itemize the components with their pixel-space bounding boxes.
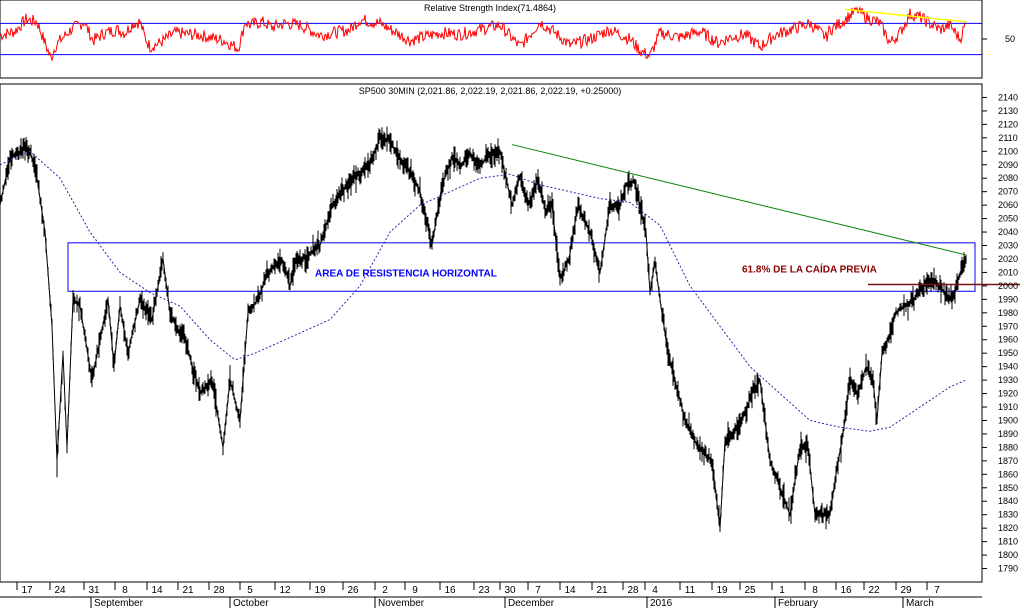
price-y-tick-label-9: 1880 [998, 442, 1018, 452]
x-tick-label-15: 30 [504, 585, 516, 596]
price-y-tick-label-19: 1980 [998, 308, 1018, 318]
price-y-tick-label-34: 2130 [998, 106, 1018, 116]
price-series [0, 126, 967, 533]
month-label-6: March [906, 598, 934, 608]
price-y-tick-label-8: 1870 [998, 456, 1018, 466]
x-tick-label-1: 24 [54, 585, 66, 596]
price-y-tick-label-10: 1890 [998, 429, 1018, 439]
price-y-tick-label-23: 2020 [998, 254, 1018, 264]
price-y-tick-label-7: 1860 [998, 469, 1018, 479]
month-label-5: February [778, 598, 818, 608]
x-axis: 17 24 31 8 14 21 28 5 12 19 26 2 9 16 23 30 7 14 21 28 4 11 19… [0, 582, 982, 608]
x-tick-label-25: 8 [812, 585, 818, 596]
price-annotation-lines [511, 144, 1020, 286]
x-tick-label-8: 12 [279, 585, 291, 596]
price-y-tick-label-14: 1930 [998, 375, 1018, 385]
price-y-tick-label-0: 1790 [998, 564, 1018, 574]
x-tick-label-4: 14 [151, 585, 163, 596]
price-y-tick-label-16: 1950 [998, 348, 1018, 358]
price-y-tick-label-1: 1800 [998, 550, 1018, 560]
price-y-tick-label-25: 2040 [998, 227, 1018, 237]
annotation-label-3: AREA DE RESISTENCIA HORIZONTAL [315, 268, 497, 279]
month-label-0: September [94, 598, 144, 608]
price-annotations [67, 242, 976, 292]
month-label-1: October [233, 598, 269, 608]
price-y-tick-label-5: 1840 [998, 496, 1018, 506]
x-tick-label-21: 11 [685, 585, 696, 596]
annotation-label-4: 61.8% DE LA CAÍDA PREVIA [742, 262, 877, 275]
price-y-tick-label-31: 2100 [998, 146, 1018, 156]
x-tick-label-19: 28 [627, 585, 639, 596]
rsi-line-0 [0, 6, 967, 63]
x-tick-label-26: 16 [840, 585, 852, 596]
rsi-trendline-0 [844, 8, 967, 23]
price-y-axis: 1790 1800 1810 1820 1830 1840 1850 1860 1870 1880… [982, 92, 1018, 574]
x-tick-label-17: 14 [564, 585, 576, 596]
x-tick-label-14: 23 [478, 585, 490, 596]
x-tick-label-10: 26 [347, 585, 359, 596]
rsi-series [0, 6, 967, 63]
price-y-tick-label-27: 2060 [998, 200, 1018, 210]
price-y-tick-label-32: 2110 [998, 133, 1017, 143]
moving-average-line [0, 150, 967, 432]
x-tick-label-9: 19 [314, 585, 326, 596]
price-y-tick-label-12: 1910 [998, 402, 1018, 412]
x-tick-label-20: 4 [652, 585, 658, 596]
x-tick-label-24: 1 [779, 585, 785, 596]
x-tick-label-0: 17 [21, 585, 33, 596]
x-tick-label-7: 5 [247, 585, 253, 596]
price-text-annotations: AREA DE RESISTENCIA HORIZONTAL 61.8% DE L… [315, 262, 877, 279]
rsi-y-axis: 50 [982, 34, 1015, 44]
resistance-area-box [67, 242, 976, 292]
price-y-tick-label-3: 1820 [998, 523, 1018, 533]
price-y-tick-label-2: 1810 [998, 537, 1018, 547]
x-tick-label-5: 21 [182, 585, 194, 596]
x-tick-label-16: 7 [535, 585, 541, 596]
price-panel: SP500 30MIN (2,021.86, 2,022.19, 2,021.8… [0, 83, 1020, 608]
rsi-title: Relative Strength Index(71.4864) [424, 3, 556, 13]
price-y-tick-label-26: 2050 [998, 214, 1018, 224]
x-tick-label-18: 21 [596, 585, 608, 596]
price-y-tick-label-15: 1940 [998, 362, 1018, 372]
x-tick-label-29: 7 [934, 585, 940, 596]
price-y-tick-label-6: 1850 [998, 483, 1018, 493]
price-y-tick-label-21: 2000 [998, 281, 1018, 291]
x-tick-label-23: 25 [744, 585, 756, 596]
price-y-tick-label-17: 1960 [998, 335, 1018, 345]
month-label-2: November [378, 598, 425, 608]
price-y-tick-label-28: 2070 [998, 187, 1018, 197]
price-line [0, 137, 967, 529]
price-title: SP500 30MIN (2,021.86, 2,022.19, 2,021.8… [359, 86, 621, 96]
x-tick-label-13: 16 [444, 585, 456, 596]
price-y-tick-label-35: 2140 [998, 92, 1018, 102]
price-y-tick-label-13: 1920 [998, 389, 1018, 399]
x-tick-label-22: 19 [716, 585, 728, 596]
month-label-4: 2016 [650, 598, 673, 608]
price-y-tick-label-30: 2090 [998, 160, 1018, 170]
price-y-tick-label-24: 2030 [998, 241, 1018, 251]
price-y-tick-label-4: 1830 [998, 510, 1018, 520]
rsi-panel: Relative Strength Index(71.4864) 50 [0, 0, 1015, 79]
price-y-tick-label-22: 2010 [998, 267, 1018, 277]
x-tick-label-28: 29 [900, 585, 912, 596]
x-tick-label-3: 8 [122, 585, 128, 596]
price-y-tick-label-18: 1970 [998, 321, 1018, 331]
price-trendline [511, 144, 967, 256]
price-y-tick-label-20: 1990 [998, 294, 1018, 304]
x-tick-label-27: 22 [868, 585, 880, 596]
rsi-annotations [844, 8, 967, 23]
price-y-tick-label-11: 1900 [998, 415, 1018, 425]
price-y-tick-label-29: 2080 [998, 173, 1018, 183]
price-frame [0, 83, 983, 583]
x-tick-label-6: 28 [213, 585, 225, 596]
x-tick-label-11: 2 [382, 585, 388, 596]
rsi-y-tick-label-0: 50 [1005, 34, 1015, 44]
price-y-tick-label-33: 2120 [998, 119, 1018, 129]
x-tick-label-2: 31 [88, 585, 100, 596]
x-tick-label-12: 9 [412, 585, 418, 596]
month-label-3: December [508, 598, 555, 608]
